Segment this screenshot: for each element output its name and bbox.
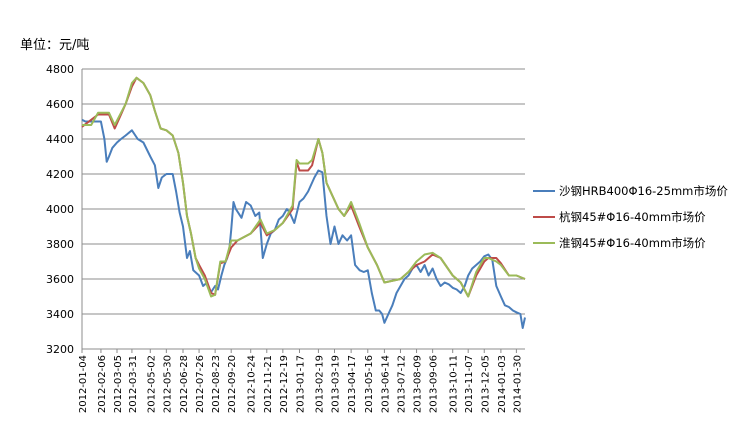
x-tick-label: 2012-01-04 xyxy=(78,355,89,413)
x-tick-label: 2013-08-09 xyxy=(413,355,424,413)
x-tick-label: 2012-12-19 xyxy=(279,355,290,413)
x-tick-label: 2013-11-07 xyxy=(464,355,475,413)
x-tick-label: 2013-04-17 xyxy=(347,355,358,413)
y-tick-label: 4600 xyxy=(46,98,74,111)
x-tick-label: 2013-01-17 xyxy=(295,355,306,413)
x-tick-label: 2013-07-12 xyxy=(396,355,407,413)
series-line-3 xyxy=(82,76,526,298)
x-tick-label: 2012-05-30 xyxy=(162,355,173,413)
x-tick-label: 2014-01-03 xyxy=(497,355,508,413)
x-tick-label: 2013-05-16 xyxy=(364,355,375,413)
x-tick-label: 2012-03-31 xyxy=(128,355,139,413)
x-tick-label: 2013-03-19 xyxy=(330,355,341,413)
y-tick-label: 4400 xyxy=(46,133,74,146)
series-line-2 xyxy=(81,76,526,298)
y-tick-label: 3200 xyxy=(46,343,74,356)
x-tick-label: 2013-10-11 xyxy=(449,355,460,413)
x-tick-label: 2012-09-20 xyxy=(227,355,238,413)
x-tick-label: 2013-12-05 xyxy=(480,355,491,413)
x-tick-label: 2012-02-06 xyxy=(97,355,108,413)
legend-label-1: 沙钢HRB400Φ16-25mm市场价 xyxy=(559,184,728,198)
x-tick-label: 2013-06-14 xyxy=(380,355,391,413)
x-tick-label: 2013-02-19 xyxy=(314,355,325,413)
y-tick-label: 4000 xyxy=(46,203,74,216)
series-line-1 xyxy=(81,118,526,329)
x-tick-label: 2012-07-26 xyxy=(195,355,206,413)
x-tick-label: 2013-09-06 xyxy=(429,355,440,413)
legend-label-2: 杭钢45#Φ16-40mm市场价 xyxy=(559,210,706,224)
y-tick-label: 4200 xyxy=(46,168,74,181)
x-tick-label: 2012-10-24 xyxy=(247,355,258,413)
y-tick-label: 4800 xyxy=(46,63,74,76)
x-tick-label: 2012-03-05 xyxy=(113,355,124,413)
x-tick-label: 2012-06-28 xyxy=(179,355,190,413)
y-tick-label: 3400 xyxy=(46,308,74,321)
x-tick-label: 2012-08-23 xyxy=(211,355,222,413)
unit-label: 单位：元/吨 xyxy=(20,38,90,53)
x-tick-label: 2012-05-02 xyxy=(146,355,157,413)
legend-label-3: 淮钢45#Φ16-40mm市场价 xyxy=(559,236,706,250)
x-tick-label: 2014-01-30 xyxy=(512,355,523,413)
x-tick-label: 2012-11-21 xyxy=(263,355,274,413)
y-tick-label: 3600 xyxy=(46,273,74,286)
y-tick-label: 3800 xyxy=(46,238,74,251)
